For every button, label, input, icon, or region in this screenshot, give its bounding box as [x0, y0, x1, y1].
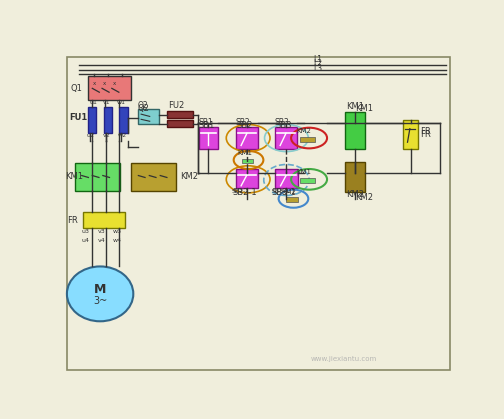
Text: SB2-1: SB2-1: [232, 189, 257, 197]
Text: x: x: [103, 81, 106, 86]
Text: FU1: FU1: [69, 113, 87, 122]
Text: KM1: KM1: [237, 150, 252, 156]
Text: SB3-1: SB3-1: [272, 189, 297, 197]
FancyBboxPatch shape: [300, 137, 316, 142]
Text: SB2: SB2: [235, 118, 250, 127]
Text: KM2: KM2: [355, 193, 373, 202]
Text: w3: w3: [112, 229, 121, 234]
FancyBboxPatch shape: [286, 197, 298, 202]
Text: Q2: Q2: [138, 101, 149, 110]
Text: KM2: KM2: [180, 172, 198, 181]
Text: SB3-1: SB3-1: [271, 189, 289, 194]
Text: x: x: [93, 81, 96, 86]
FancyBboxPatch shape: [345, 162, 365, 192]
FancyBboxPatch shape: [166, 120, 193, 127]
Text: SB3: SB3: [274, 118, 289, 127]
FancyBboxPatch shape: [88, 76, 132, 100]
FancyBboxPatch shape: [88, 107, 96, 132]
FancyBboxPatch shape: [199, 127, 218, 149]
FancyBboxPatch shape: [138, 109, 159, 124]
Text: FR: FR: [420, 129, 431, 139]
Text: w1: w1: [117, 100, 126, 105]
Text: KM1: KM1: [65, 172, 83, 181]
Text: SB1: SB1: [199, 118, 214, 127]
Text: L3: L3: [313, 64, 322, 73]
Text: KM1: KM1: [296, 169, 311, 175]
Text: u2: u2: [87, 133, 95, 138]
Text: Q2: Q2: [138, 104, 150, 113]
Text: FR: FR: [420, 127, 431, 136]
Text: KM2: KM2: [346, 190, 364, 199]
FancyBboxPatch shape: [236, 127, 258, 149]
FancyBboxPatch shape: [300, 178, 316, 183]
Text: u3: u3: [82, 229, 90, 234]
Text: w2: w2: [118, 133, 127, 138]
Text: M: M: [94, 282, 106, 295]
FancyBboxPatch shape: [345, 111, 365, 149]
Text: v1: v1: [103, 100, 111, 105]
FancyBboxPatch shape: [241, 159, 253, 163]
Text: u4: u4: [82, 238, 90, 243]
Text: SB2: SB2: [236, 121, 253, 129]
FancyBboxPatch shape: [119, 107, 128, 132]
Text: SB2-1: SB2-1: [232, 189, 250, 194]
FancyBboxPatch shape: [104, 107, 112, 132]
FancyBboxPatch shape: [403, 120, 418, 149]
Text: KM1: KM1: [346, 102, 364, 111]
Text: SB3: SB3: [276, 121, 292, 129]
Text: x: x: [112, 81, 116, 86]
Text: Q1: Q1: [70, 84, 82, 93]
FancyBboxPatch shape: [166, 111, 193, 118]
Circle shape: [67, 266, 133, 321]
FancyBboxPatch shape: [132, 163, 176, 191]
Text: v2: v2: [102, 133, 110, 138]
Text: u1: u1: [90, 100, 97, 105]
FancyBboxPatch shape: [275, 127, 297, 149]
Text: L2: L2: [313, 59, 322, 68]
Text: FU2: FU2: [168, 101, 184, 110]
FancyBboxPatch shape: [236, 169, 258, 189]
Text: v3: v3: [97, 229, 105, 234]
Text: w4: w4: [112, 238, 121, 243]
Text: v4: v4: [97, 238, 105, 243]
Text: 3~: 3~: [93, 296, 107, 306]
Text: SB1: SB1: [199, 121, 215, 129]
Text: FR: FR: [67, 216, 78, 225]
Text: KM2: KM2: [296, 128, 311, 134]
FancyBboxPatch shape: [83, 212, 124, 228]
FancyBboxPatch shape: [75, 163, 119, 191]
FancyBboxPatch shape: [275, 169, 298, 189]
Text: www.jiexiantu.com: www.jiexiantu.com: [311, 356, 377, 362]
Text: KM2: KM2: [281, 189, 296, 195]
Text: KM1: KM1: [355, 104, 373, 114]
Text: L1: L1: [313, 54, 322, 64]
